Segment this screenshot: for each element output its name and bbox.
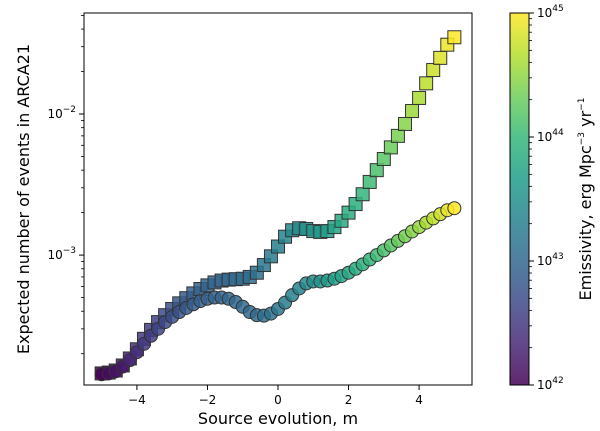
- data-point-circle: [447, 201, 462, 216]
- colorbar-title-main: Emissivity, erg Mpc: [576, 145, 595, 300]
- data-point-square: [419, 76, 434, 91]
- x-axis-title: Source evolution, m: [198, 409, 358, 428]
- data-point-square: [426, 63, 441, 78]
- data-point-square: [447, 30, 462, 45]
- data-point-square: [433, 50, 448, 65]
- data-point-square: [383, 140, 398, 155]
- y-tick-label: 10−2: [47, 105, 76, 121]
- x-tick-label: 4: [415, 393, 423, 407]
- x-tick-label: −2: [199, 393, 217, 407]
- colorbar: [509, 12, 530, 386]
- colorbar-ticks: 1042 1043 1044 1045: [529, 4, 564, 392]
- data-point-square: [390, 128, 405, 143]
- data-point-square: [412, 90, 427, 105]
- x-axis: −4 −2 0 2 4: [128, 385, 423, 407]
- data-point-square: [397, 116, 412, 131]
- y-axis-title: Expected number of events in ARCA21: [14, 44, 33, 354]
- x-tick-label: 2: [345, 393, 353, 407]
- data-point-square: [362, 174, 377, 189]
- y-axis: 10−3 10−2: [47, 15, 84, 355]
- colorbar-tick-label: 1043: [537, 252, 564, 268]
- data-point-square: [369, 163, 384, 178]
- data-point-square: [405, 104, 420, 119]
- y-tick-label: 10−3: [47, 246, 76, 262]
- colorbar-title-exp2: −1: [577, 98, 587, 111]
- data-point-square: [355, 187, 370, 202]
- colorbar-tick-label: 1044: [537, 128, 564, 144]
- x-tick-label: 0: [274, 393, 282, 407]
- x-tick-label: −4: [128, 393, 146, 407]
- data-point-square: [376, 151, 391, 166]
- plot-frame: [83, 12, 473, 386]
- markers-layer: [94, 30, 462, 382]
- colorbar-title-mid: yr: [576, 110, 595, 132]
- colorbar-title: Emissivity, erg Mpc−3 yr−1: [576, 98, 595, 301]
- colorbar-tick-label: 1042: [537, 376, 564, 392]
- colorbar-tick-label: 1045: [537, 4, 564, 20]
- colorbar-title-exp1: −3: [577, 132, 587, 145]
